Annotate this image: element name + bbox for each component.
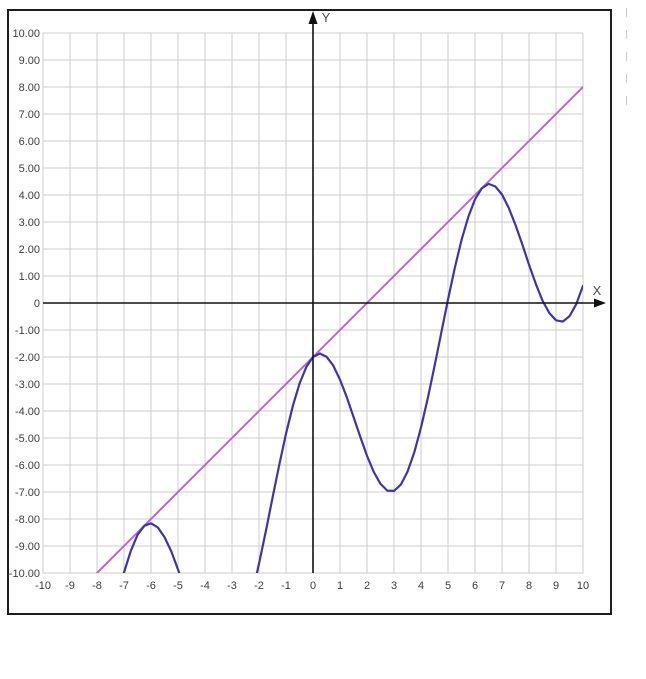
y-axis-letter: Y xyxy=(322,10,331,25)
y-tick-label: -10.00 xyxy=(9,568,40,580)
y-axis-arrow-icon xyxy=(308,11,318,24)
y-tick-label: 8.00 xyxy=(19,82,40,94)
x-tick-label: -6 xyxy=(146,580,156,592)
x-axis-letter: X xyxy=(593,283,602,298)
y-tick-label: -5.00 xyxy=(15,433,40,445)
y-tick-label: -9.00 xyxy=(15,541,40,553)
y-tick-label: 9.00 xyxy=(19,55,40,67)
x-tick-label: 8 xyxy=(526,580,532,592)
x-tick-label: 7 xyxy=(499,580,505,592)
x-tick-label: -3 xyxy=(227,580,237,592)
blue-curve xyxy=(255,182,583,573)
y-tick-label: 7.00 xyxy=(19,109,40,121)
x-tick-label: 9 xyxy=(553,580,559,592)
x-tick-label: 4 xyxy=(418,580,424,592)
y-tick-label: -8.00 xyxy=(15,514,40,526)
x-tick-label: -7 xyxy=(119,580,129,592)
x-tick-label: -10 xyxy=(35,580,51,592)
x-tick-label: -1 xyxy=(281,580,291,592)
x-tick-label: 10 xyxy=(577,580,589,592)
x-tick-label: -2 xyxy=(254,580,264,592)
y-tick-label: -2.00 xyxy=(15,352,40,364)
y-tick-label: 3.00 xyxy=(19,217,40,229)
y-tick-label: -3.00 xyxy=(15,379,40,391)
x-tick-label: 0 xyxy=(310,580,316,592)
y-tick-label: 10.00 xyxy=(12,28,40,40)
x-tick-label: -5 xyxy=(173,580,183,592)
x-tick-label: 5 xyxy=(445,580,451,592)
y-tick-label: 5.00 xyxy=(19,163,40,175)
x-axis-arrow-icon xyxy=(594,298,606,308)
x-tick-label: 6 xyxy=(472,580,478,592)
magenta-line xyxy=(96,86,583,573)
x-tick-label: -8 xyxy=(92,580,102,592)
x-tick-label: 1 xyxy=(337,580,343,592)
y-tick-label: 0 xyxy=(34,298,40,310)
x-tick-label: 3 xyxy=(391,580,397,592)
x-tick-label: -4 xyxy=(200,580,210,592)
dashed-guide-line xyxy=(626,8,627,112)
chart-frame xyxy=(7,9,612,615)
x-tick-label: 2 xyxy=(364,580,370,592)
y-tick-label: 1.00 xyxy=(19,271,40,283)
y-tick-label: -4.00 xyxy=(15,406,40,418)
y-tick-label: 6.00 xyxy=(19,136,40,148)
y-tick-label: 4.00 xyxy=(19,190,40,202)
y-tick-label: -7.00 xyxy=(15,487,40,499)
y-tick-label: -1.00 xyxy=(15,325,40,337)
y-tick-label: 2.00 xyxy=(19,244,40,256)
x-tick-label: -9 xyxy=(65,580,75,592)
y-tick-label: -6.00 xyxy=(15,460,40,472)
blue-curve xyxy=(122,522,181,573)
